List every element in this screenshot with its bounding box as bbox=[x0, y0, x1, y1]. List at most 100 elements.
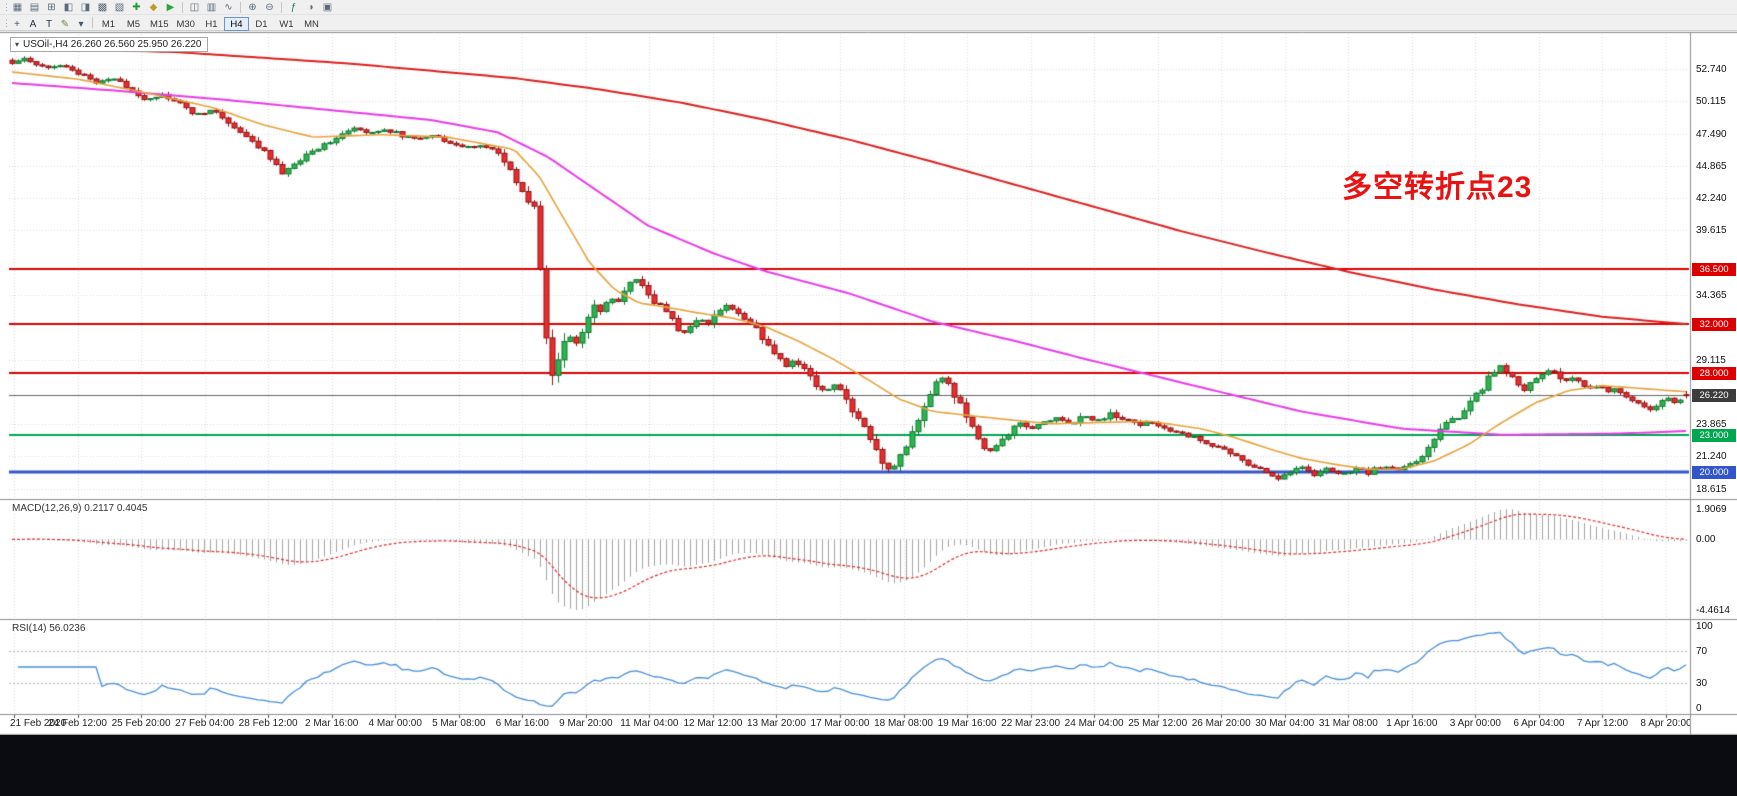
market-watch-icon[interactable]: ⊞ bbox=[47, 1, 56, 13]
timeframes-group: M1 M5 M15 M30 H1 H4 D1 W1 MN bbox=[96, 14, 324, 32]
macd-tick-label: 0.00 bbox=[1696, 534, 1716, 546]
price-tick-label: 34.365 bbox=[1696, 290, 1727, 301]
chart-profiles-icon[interactable]: ▤ bbox=[29, 1, 40, 13]
crosshair-tool[interactable]: A bbox=[29, 18, 37, 30]
tools-timeframe-toolbar: ⋮ + A T ✎ ▾ M1 M5 M15 M30 H1 H4 D1 W1 MN bbox=[0, 15, 1737, 31]
toolbar-separator bbox=[92, 17, 93, 28]
timeframe-button-m15[interactable]: M15 bbox=[150, 18, 169, 30]
toolbar-separator bbox=[281, 1, 282, 13]
line-studies-group: + A T ✎ ▾ bbox=[9, 14, 89, 32]
date-tick-label: 28 Feb 12:00 bbox=[238, 718, 298, 729]
timeframe-button-m30[interactable]: M30 bbox=[176, 18, 195, 30]
templates-icon[interactable]: ▣ bbox=[322, 1, 333, 13]
date-tick-label: 17 Mar 00:00 bbox=[810, 718, 870, 729]
date-tick-label: 7 Apr 12:00 bbox=[1576, 718, 1629, 729]
chart-text-annotation: 多空转折点23 bbox=[1342, 171, 1533, 204]
timeframe-button-m5[interactable]: M5 bbox=[126, 18, 141, 30]
timeframe-button-m1[interactable]: M1 bbox=[101, 18, 116, 30]
price-level-badge: 32.000 bbox=[1692, 318, 1736, 332]
data-window-icon[interactable]: ◧ bbox=[63, 1, 74, 13]
date-tick-label: 6 Mar 16:00 bbox=[495, 718, 549, 729]
rsi-tick-label: 30 bbox=[1696, 678, 1708, 690]
timeframe-button-d1[interactable]: D1 bbox=[255, 18, 268, 30]
navigator-icon[interactable]: ◨ bbox=[80, 1, 91, 13]
zoom-in-icon[interactable]: ⊕ bbox=[248, 1, 257, 13]
toolbar-drag-handle[interactable]: ⋮ bbox=[2, 2, 11, 12]
date-tick-label: 22 Mar 23:00 bbox=[1001, 718, 1061, 729]
date-tick-label: 31 Mar 08:00 bbox=[1318, 718, 1378, 729]
metaeditor-icon[interactable]: ◆ bbox=[149, 1, 158, 13]
timeframe-button-mn[interactable]: MN bbox=[304, 18, 319, 30]
date-tick-label: 1 Apr 16:00 bbox=[1386, 718, 1438, 729]
timeframe-button-w1[interactable]: W1 bbox=[279, 18, 294, 30]
timeframe-button-h1[interactable]: H1 bbox=[205, 18, 218, 30]
candlestick-chart-icon[interactable]: ◫ bbox=[189, 1, 200, 13]
date-tick-label: 18 Mar 08:00 bbox=[874, 718, 933, 729]
terminal-icon[interactable]: ▩ bbox=[97, 1, 108, 13]
date-tick-label: 11 Mar 04:00 bbox=[620, 718, 679, 729]
date-tick-label: 27 Feb 04:00 bbox=[175, 718, 235, 729]
rsi-tick-label: 70 bbox=[1696, 645, 1708, 657]
new-order-icon[interactable]: ✚ bbox=[132, 1, 141, 13]
strategy-tester-icon[interactable]: ▧ bbox=[114, 1, 125, 13]
one-click-trading-toggle-icon[interactable]: ▾ bbox=[15, 39, 20, 49]
date-axis[interactable]: 21 Feb 2020 24 Feb 12:00 25 Feb 20:00 27 Fe… bbox=[0, 716, 1690, 734]
rsi-tick-label: 0 bbox=[1696, 703, 1702, 714]
date-tick-label: 2 Mar 16:00 bbox=[305, 718, 359, 729]
price-tick-label: 47.490 bbox=[1696, 128, 1727, 140]
text-tool[interactable]: T bbox=[45, 18, 53, 30]
price-level-badge: 28.000 bbox=[1692, 367, 1736, 381]
bar-chart-icon[interactable]: ▥ bbox=[206, 1, 217, 13]
price-level-badge: 20.000 bbox=[1692, 465, 1736, 479]
zoom-out-icon[interactable]: ⊖ bbox=[265, 1, 274, 13]
timeframe-button-h4[interactable]: H4 bbox=[223, 16, 249, 31]
date-tick-label: 25 Mar 12:00 bbox=[1128, 718, 1188, 729]
price-scale[interactable]: 52.740 50.115 47.490 44.865 42.240 39.615 34.3… bbox=[1691, 33, 1737, 735]
date-tick-label: 13 Mar 20:00 bbox=[746, 718, 806, 729]
price-tick-label: 44.865 bbox=[1696, 160, 1727, 172]
symbol-ohlc-text: USOil-,H4 26.260 26.560 25.950 26.220 bbox=[23, 39, 202, 50]
price-tick-label: 52.740 bbox=[1696, 64, 1727, 75]
price-level-badge: 26.220 bbox=[1692, 389, 1736, 403]
date-tick-label: 19 Mar 16:00 bbox=[937, 718, 997, 729]
periods-icon[interactable]: ◑ bbox=[307, 1, 314, 13]
styles-dropdown-icon[interactable]: ▾ bbox=[78, 18, 84, 30]
date-tick-label: 8 Apr 20:00 bbox=[1640, 718, 1690, 729]
price-tick-label: 21.240 bbox=[1696, 451, 1727, 463]
indicators-icon[interactable]: ƒ bbox=[290, 1, 297, 13]
line-chart-icon[interactable]: ∿ bbox=[224, 1, 233, 13]
autotrading-icon[interactable]: ▶ bbox=[166, 1, 175, 13]
price-tick-label: 23.865 bbox=[1696, 419, 1727, 431]
date-tick-label: 6 Apr 04:00 bbox=[1513, 718, 1565, 729]
price-level-badge: 23.000 bbox=[1692, 428, 1736, 442]
date-tick-label: 3 Apr 00:00 bbox=[1449, 718, 1501, 729]
date-tick-label: 9 Mar 20:00 bbox=[559, 718, 613, 729]
rsi-tick-label: 100 bbox=[1696, 621, 1713, 632]
date-tick-label: 5 Mar 08:00 bbox=[432, 718, 486, 729]
line-styles-icon[interactable]: ✎ bbox=[60, 18, 70, 30]
date-tick-label: 24 Feb 12:00 bbox=[48, 718, 107, 729]
toolbar-drag-handle[interactable]: ⋮ bbox=[2, 17, 11, 28]
date-tick-label: 12 Mar 12:00 bbox=[683, 718, 743, 729]
date-tick-label: 30 Mar 04:00 bbox=[1255, 718, 1315, 729]
price-tick-label: 42.240 bbox=[1696, 193, 1727, 205]
symbol-ohlc-box: ▾ USOil-,H4 26.260 26.560 25.950 26.220 bbox=[10, 37, 209, 52]
date-tick-label: 25 Feb 20:00 bbox=[111, 718, 171, 729]
macd-indicator-label: MACD(12,26,9) 0.2117 0.4045 bbox=[12, 503, 148, 514]
price-tick-label: 18.615 bbox=[1696, 483, 1727, 495]
cursor-tool-icon[interactable]: + bbox=[14, 18, 20, 30]
new-chart-icon[interactable]: ▦ bbox=[12, 1, 23, 13]
rsi-indicator-label: RSI(14) 56.0236 bbox=[12, 623, 86, 634]
date-tick-label: 24 Mar 04:00 bbox=[1064, 718, 1124, 729]
date-tick-label: 26 Mar 20:00 bbox=[1191, 718, 1251, 729]
price-tick-label: 39.615 bbox=[1696, 225, 1727, 237]
price-tick-label: 29.115 bbox=[1696, 354, 1726, 366]
macd-tick-label: 1.9069 bbox=[1696, 504, 1727, 516]
price-level-badge: 36.500 bbox=[1692, 262, 1736, 276]
price-tick-label: 50.115 bbox=[1696, 96, 1726, 108]
macd-tick-label: -4.4614 bbox=[1696, 605, 1730, 617]
date-tick-label: 4 Mar 00:00 bbox=[368, 718, 422, 729]
standard-toolbar: ⋮ ▦ ▤ ⊞ ◧ ◨ ▩ ▧ ✚ ◆ ▶ ◫ ▥ ∿ ⊕ ⊖ ƒ ◑ ▣ bbox=[0, 0, 1737, 15]
